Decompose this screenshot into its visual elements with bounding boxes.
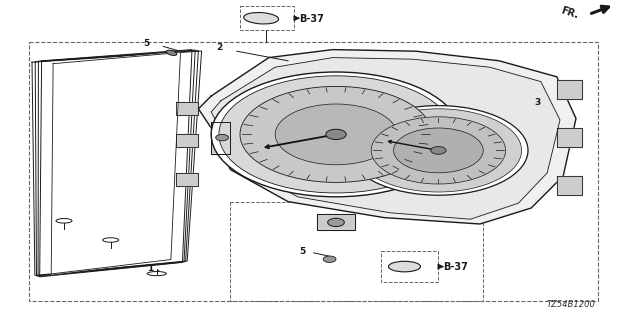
Text: 1: 1 — [49, 218, 56, 227]
Text: 4: 4 — [166, 135, 173, 144]
Ellipse shape — [388, 261, 420, 272]
Text: 1: 1 — [96, 239, 102, 248]
Text: B-37: B-37 — [444, 261, 468, 272]
Ellipse shape — [102, 238, 119, 242]
Ellipse shape — [147, 271, 166, 276]
Circle shape — [394, 128, 483, 173]
Circle shape — [371, 117, 506, 184]
Circle shape — [328, 218, 344, 227]
Polygon shape — [557, 128, 582, 147]
Circle shape — [349, 106, 528, 195]
Polygon shape — [198, 50, 576, 224]
Circle shape — [240, 86, 432, 182]
Circle shape — [211, 72, 461, 197]
Text: 5: 5 — [299, 247, 305, 256]
Ellipse shape — [244, 12, 278, 24]
Circle shape — [275, 104, 397, 165]
Polygon shape — [317, 214, 355, 230]
Polygon shape — [211, 122, 230, 154]
Text: B-37: B-37 — [300, 13, 324, 24]
Polygon shape — [40, 50, 192, 277]
Circle shape — [431, 147, 446, 154]
Ellipse shape — [166, 50, 177, 55]
Polygon shape — [557, 80, 582, 99]
Polygon shape — [176, 134, 198, 147]
Ellipse shape — [56, 219, 72, 223]
Circle shape — [219, 76, 453, 193]
Text: 5: 5 — [143, 39, 149, 48]
Polygon shape — [51, 52, 180, 274]
Circle shape — [326, 129, 346, 140]
Circle shape — [323, 256, 336, 262]
Circle shape — [355, 109, 522, 192]
Polygon shape — [35, 51, 198, 276]
Polygon shape — [557, 176, 582, 195]
Polygon shape — [32, 51, 202, 275]
Text: 2: 2 — [216, 43, 222, 52]
Polygon shape — [38, 50, 195, 276]
Polygon shape — [176, 102, 198, 115]
Polygon shape — [176, 173, 198, 186]
Text: 3: 3 — [534, 98, 541, 107]
Text: 1: 1 — [147, 264, 154, 273]
Circle shape — [216, 134, 228, 141]
Text: TZ54B1200: TZ54B1200 — [547, 300, 595, 309]
Polygon shape — [211, 58, 560, 219]
Text: FR.: FR. — [560, 5, 580, 20]
